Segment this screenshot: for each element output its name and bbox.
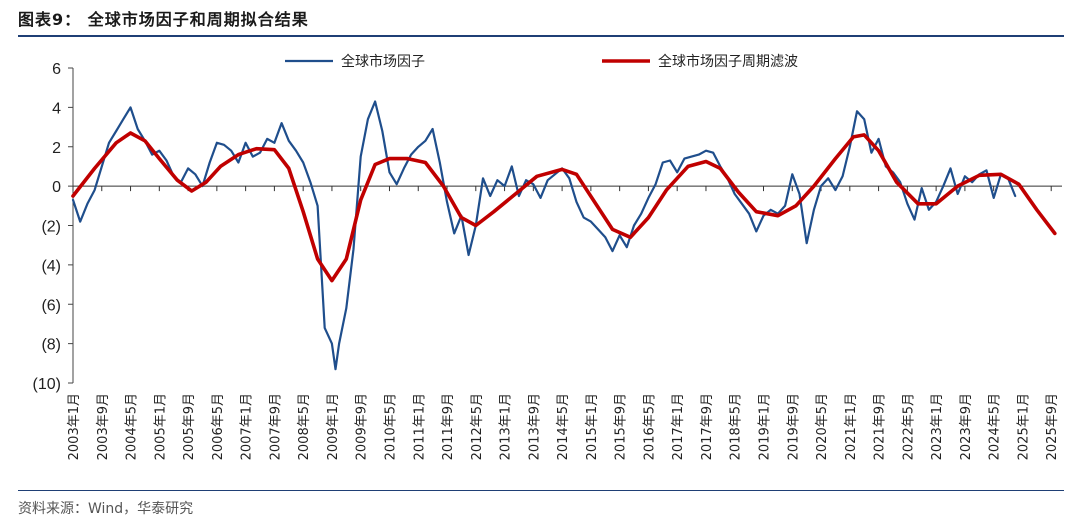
x-tick-label: 2019年9月	[786, 393, 801, 460]
chart-title: 图表9： 全球市场因子和周期拟合结果	[18, 10, 309, 29]
legend-label: 全球市场因子	[341, 53, 425, 70]
x-tick-label: 2005年1月	[153, 393, 168, 460]
y-tick-label: (8)	[41, 337, 61, 354]
legend-label: 全球市场因子周期滤波	[658, 53, 798, 70]
y-tick-label: 6	[52, 61, 61, 78]
x-tick-label: 2017年9月	[700, 393, 715, 460]
x-tick-label: 2023年1月	[930, 393, 945, 460]
x-tick-label: 2025年9月	[1045, 393, 1060, 460]
x-tick-label: 2021年9月	[873, 393, 888, 460]
series-line-cycle-filter	[71, 131, 1057, 283]
series-line-market-factor	[71, 100, 1017, 371]
y-axis: 6 4 2 0 (2) (4) (6) (8) (10)	[33, 61, 74, 393]
x-tick-label: 2025年1月	[1016, 393, 1031, 460]
x-tick-label: 2012年5月	[470, 393, 485, 460]
x-tick-label: 2013年9月	[527, 393, 542, 460]
x-tick-label: 2013年1月	[499, 393, 514, 460]
x-tick-label: 2019年1月	[758, 393, 773, 460]
x-axis: 2003年1月 2003年9月 2004年5月 2005年1月 2005年9月 2006年…	[67, 185, 1062, 460]
x-tick-label: 2015年1月	[585, 393, 600, 460]
x-tick-label: 2006年5月	[211, 393, 226, 460]
x-tick-label: 2004年5月	[125, 393, 140, 460]
x-tick-label: 2018年5月	[729, 393, 744, 460]
x-tick-label: 2011年9月	[441, 393, 456, 460]
chart-canvas: 6 4 2 0 (2) (4) (6) (8) (10) 2003年1月 2003年9月 2004年…	[33, 53, 1062, 460]
footer-divider	[18, 490, 1064, 491]
x-tick-label: 2015年9月	[614, 393, 629, 460]
x-tick-label: 2003年1月	[67, 393, 82, 460]
y-tick-label: 0	[52, 179, 61, 196]
x-tick-label: 2017年1月	[671, 393, 686, 460]
y-tick-label: 4	[52, 100, 61, 117]
x-tick-label: 2005年9月	[182, 393, 197, 460]
x-tick-label: 2003年9月	[96, 393, 111, 460]
title-divider	[18, 35, 1064, 37]
x-tick-label: 2010年5月	[383, 393, 398, 460]
x-tick-label: 2009年9月	[355, 393, 370, 460]
y-tick-label: (4)	[41, 258, 61, 275]
x-tick-label: 2007年9月	[268, 393, 283, 460]
x-tick-label: 2007年1月	[240, 393, 255, 460]
x-tick-label: 2009年1月	[326, 393, 341, 460]
x-tick-label: 2020年5月	[815, 393, 830, 460]
x-tick-label: 2011年1月	[412, 393, 427, 460]
x-tick-label: 2022年5月	[901, 393, 916, 460]
y-tick-label: (2)	[41, 219, 61, 236]
series-layer	[71, 100, 1057, 371]
source-note: 资料来源：Wind，华泰研究	[18, 501, 194, 517]
x-tick-label: 2014年5月	[556, 393, 571, 460]
x-tick-label: 2016年5月	[642, 393, 657, 460]
y-tick-label: (6)	[41, 297, 61, 314]
x-tick-label: 2024年5月	[988, 393, 1003, 460]
x-tick-label: 2008年5月	[297, 393, 312, 460]
legend: 全球市场因子 全球市场因子周期滤波	[285, 53, 798, 70]
x-tick-label: 2021年1月	[844, 393, 859, 460]
y-tick-label: (10)	[33, 376, 61, 393]
legend-item-market-factor: 全球市场因子	[285, 53, 425, 70]
x-tick-label: 2023年9月	[959, 393, 974, 460]
legend-item-cycle-filter: 全球市场因子周期滤波	[602, 53, 798, 70]
y-tick-label: 2	[52, 140, 61, 157]
